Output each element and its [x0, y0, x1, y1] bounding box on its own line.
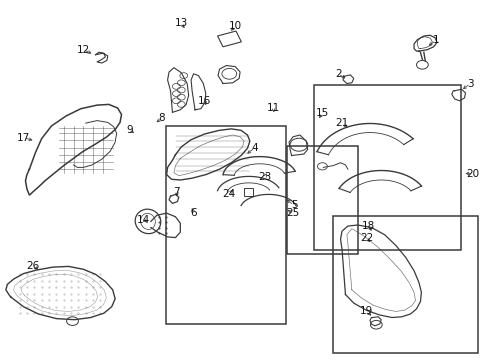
Bar [287, 146, 358, 254]
Text: 8: 8 [158, 113, 165, 123]
Text: 16: 16 [198, 96, 212, 106]
Text: 18: 18 [362, 221, 375, 231]
Bar [244, 188, 253, 196]
Text: 1: 1 [433, 35, 440, 45]
Text: 17: 17 [17, 132, 30, 143]
Bar [333, 216, 478, 353]
Text: 6: 6 [190, 208, 197, 218]
Text: 13: 13 [174, 18, 188, 28]
Bar [218, 31, 242, 47]
Text: 2: 2 [335, 69, 342, 79]
Text: 5: 5 [291, 200, 297, 210]
Text: 9: 9 [126, 125, 133, 135]
Text: 23: 23 [258, 172, 271, 182]
Bar [166, 126, 286, 324]
Text: 12: 12 [76, 45, 90, 55]
Bar [314, 85, 461, 250]
Text: 22: 22 [360, 233, 373, 243]
Text: 3: 3 [467, 78, 474, 89]
Text: 20: 20 [466, 168, 479, 179]
Text: 26: 26 [26, 261, 40, 271]
Text: 19: 19 [360, 306, 373, 316]
Text: 24: 24 [222, 189, 236, 199]
Text: 14: 14 [136, 215, 150, 225]
Text: 25: 25 [286, 208, 300, 218]
Text: 10: 10 [229, 21, 242, 31]
Text: 7: 7 [173, 186, 180, 197]
Text: 4: 4 [251, 143, 258, 153]
Text: 15: 15 [316, 108, 329, 118]
Text: 21: 21 [335, 118, 349, 128]
Text: 11: 11 [267, 103, 280, 113]
